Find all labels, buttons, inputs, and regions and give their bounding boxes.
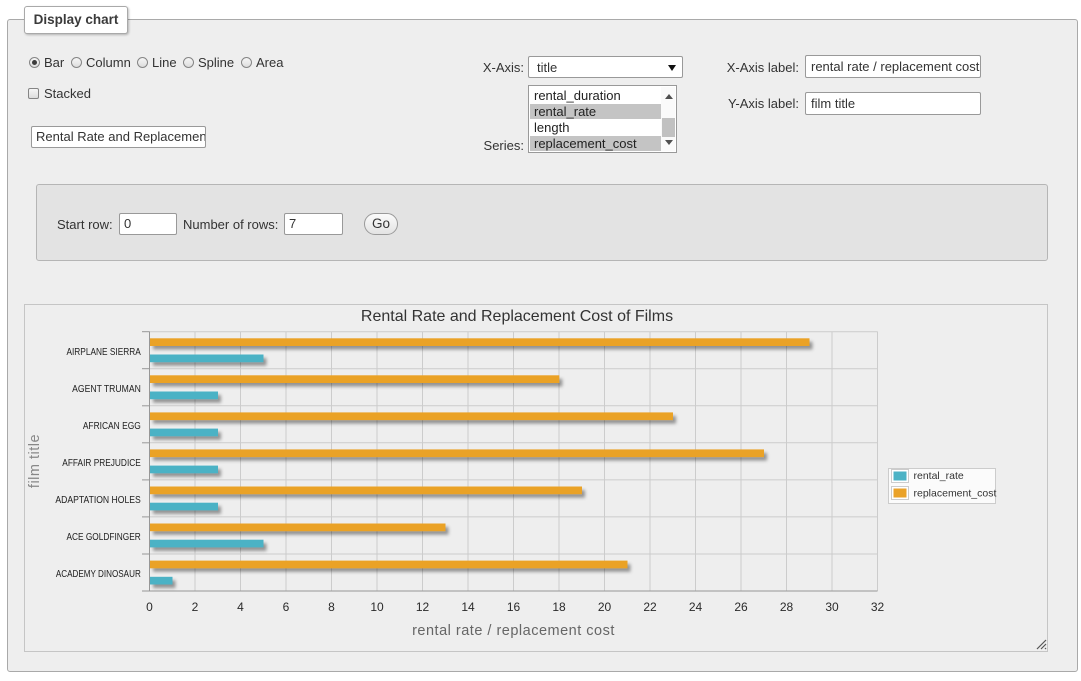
svg-text:AFFAIR PREJUDICE: AFFAIR PREJUDICE	[62, 456, 141, 468]
svg-text:4: 4	[237, 600, 244, 614]
svg-text:rental_rate: rental_rate	[914, 470, 964, 482]
svg-text:AIRPLANE SIERRA: AIRPLANE SIERRA	[66, 345, 141, 357]
svg-text:ADAPTATION HOLES: ADAPTATION HOLES	[55, 494, 140, 506]
svg-text:8: 8	[328, 600, 335, 614]
svg-text:24: 24	[689, 600, 703, 614]
svg-text:18: 18	[552, 600, 566, 614]
svg-text:AGENT TRUMAN: AGENT TRUMAN	[72, 383, 141, 395]
svg-text:rental rate / replacement cost: rental rate / replacement cost	[412, 623, 615, 639]
svg-text:ACADEMY DINOSAUR: ACADEMY DINOSAUR	[56, 568, 141, 579]
svg-text:AFRICAN EGG: AFRICAN EGG	[83, 420, 141, 432]
svg-text:20: 20	[598, 600, 612, 614]
svg-text:Rental Rate and Replacement Co: Rental Rate and Replacement Cost of Film…	[361, 308, 673, 325]
svg-text:30: 30	[825, 600, 839, 614]
svg-text:0: 0	[146, 600, 153, 614]
svg-text:16: 16	[507, 600, 521, 614]
svg-text:22: 22	[643, 600, 657, 614]
svg-text:replacement_cost: replacement_cost	[914, 488, 997, 500]
svg-text:film title: film title	[27, 434, 43, 488]
svg-text:12: 12	[416, 600, 430, 614]
svg-text:32: 32	[871, 600, 885, 614]
svg-text:26: 26	[734, 600, 748, 614]
svg-text:10: 10	[370, 600, 384, 614]
svg-text:6: 6	[283, 600, 290, 614]
svg-text:28: 28	[780, 600, 794, 614]
svg-text:ACE GOLDFINGER: ACE GOLDFINGER	[66, 530, 141, 542]
svg-text:2: 2	[192, 600, 199, 614]
svg-text:14: 14	[461, 600, 475, 614]
